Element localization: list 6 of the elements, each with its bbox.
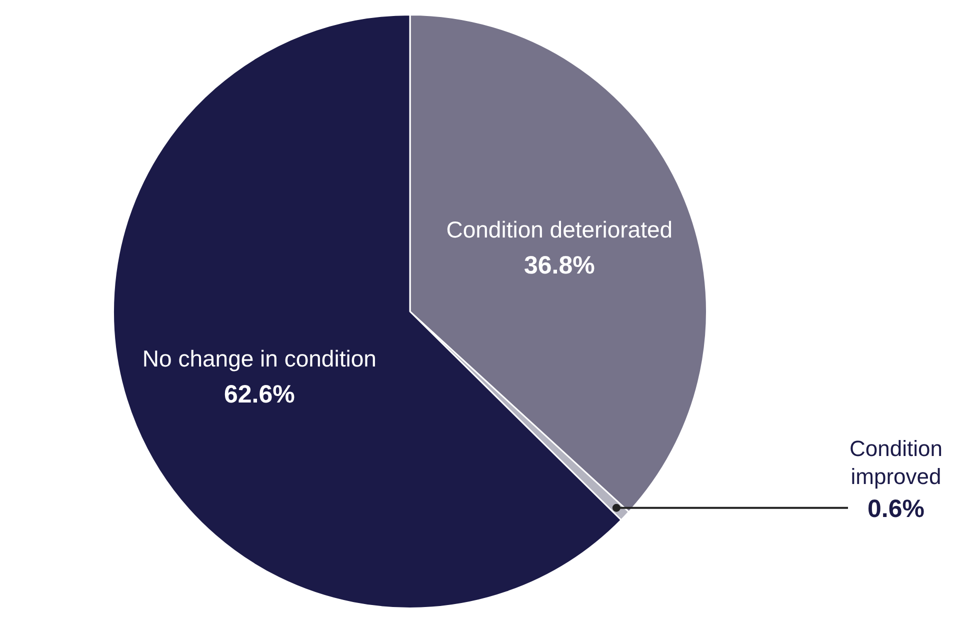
- data-label: 36.8%: [524, 252, 595, 280]
- data-label: 62.6%: [224, 380, 295, 408]
- slice-label: Condition deteriorated: [446, 216, 673, 243]
- slice-label: Condition improved: [850, 436, 942, 489]
- slice-label: No change in condition: [142, 345, 376, 372]
- data-label: 0.6%: [868, 494, 924, 523]
